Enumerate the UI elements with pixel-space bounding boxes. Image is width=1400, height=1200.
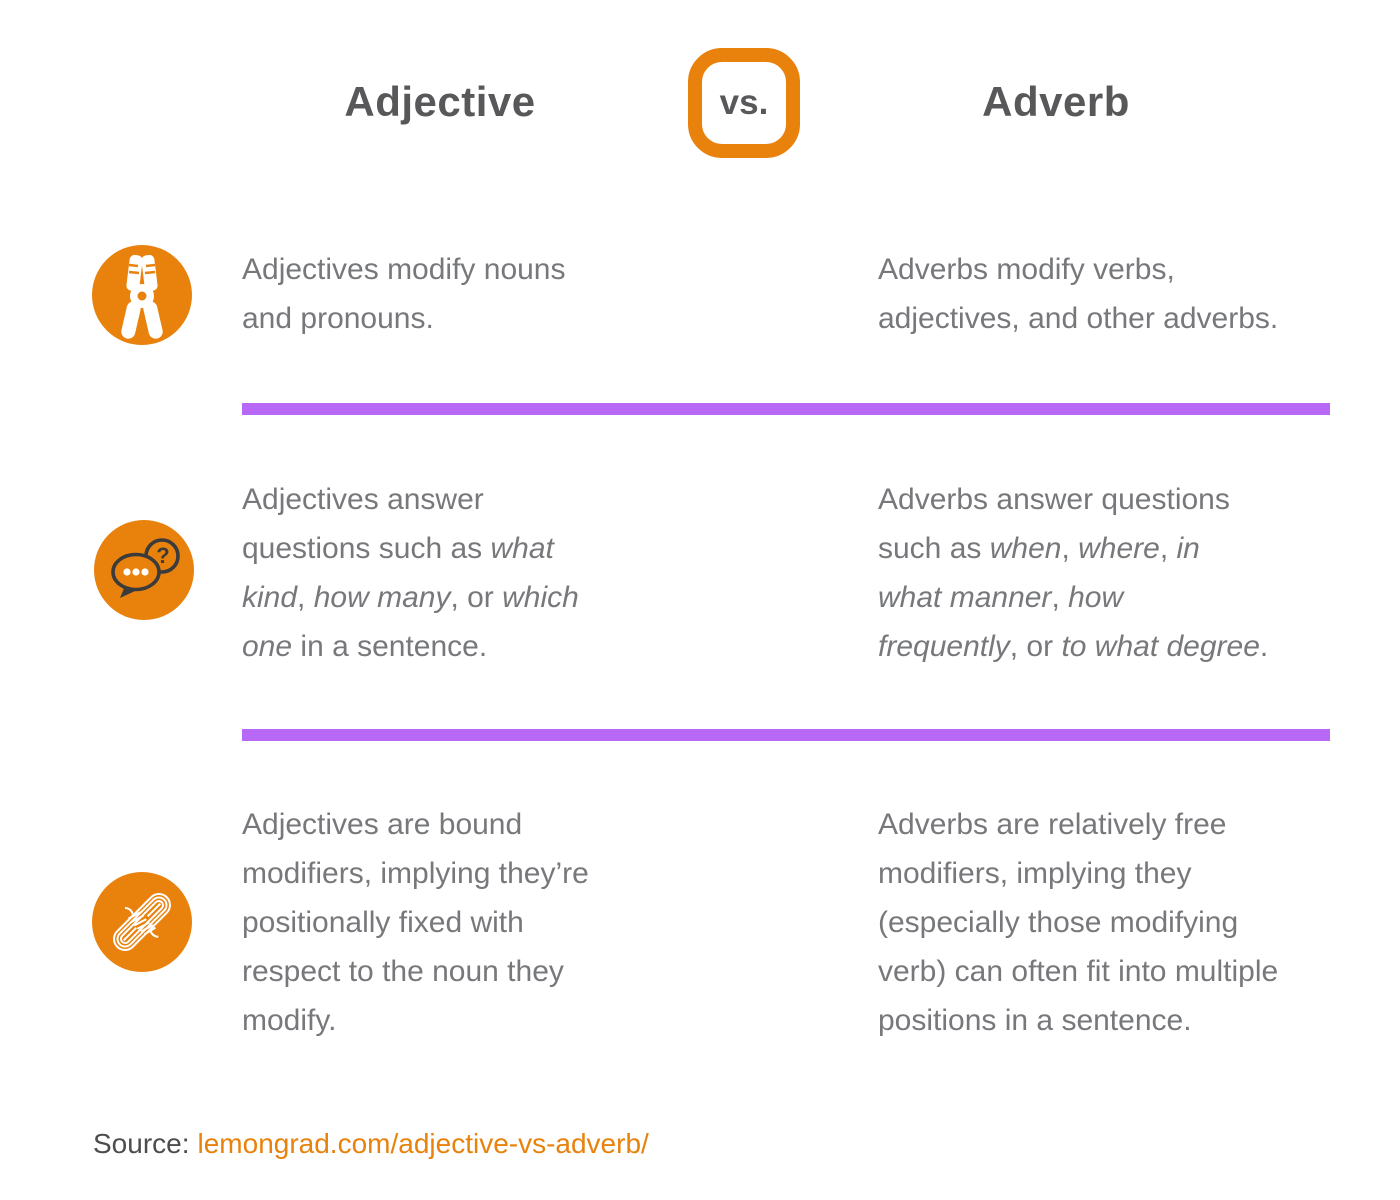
adverb-title: Adverb [982, 78, 1130, 125]
vs-badge: vs. [688, 48, 800, 158]
adjective-title: Adjective [344, 78, 536, 125]
adjective-point-questions: Adjectives answer questions such as what… [242, 483, 579, 663]
purple-divider [242, 403, 1330, 415]
source-link[interactable]: lemongrad.com/adjective-vs-adverb/ [197, 1128, 649, 1159]
question-bubbles-icon: ? [94, 520, 194, 620]
adverb-point-modify: Adverbs modify verbs, adjectives, and ot… [878, 253, 1279, 335]
adjective-point-modify: Adjectives modify nouns and pronouns. [242, 253, 566, 335]
adjective-point-position: Adjectives are bound modifiers, implying… [242, 808, 589, 1037]
pliers-icon [92, 245, 192, 345]
adverb-point-position: Adverbs are relatively free modifiers, i… [878, 808, 1279, 1037]
rope-icon [92, 872, 192, 972]
purple-divider [242, 729, 1330, 741]
svg-text:?: ? [156, 543, 169, 568]
source: Source: lemongrad.com/adjective-vs-adverb… [93, 1128, 649, 1160]
source-label: Source: [93, 1128, 190, 1159]
adverb-point-questions: Adverbs answer questions such as when, w… [878, 483, 1269, 663]
vs-label: vs. [719, 83, 769, 122]
